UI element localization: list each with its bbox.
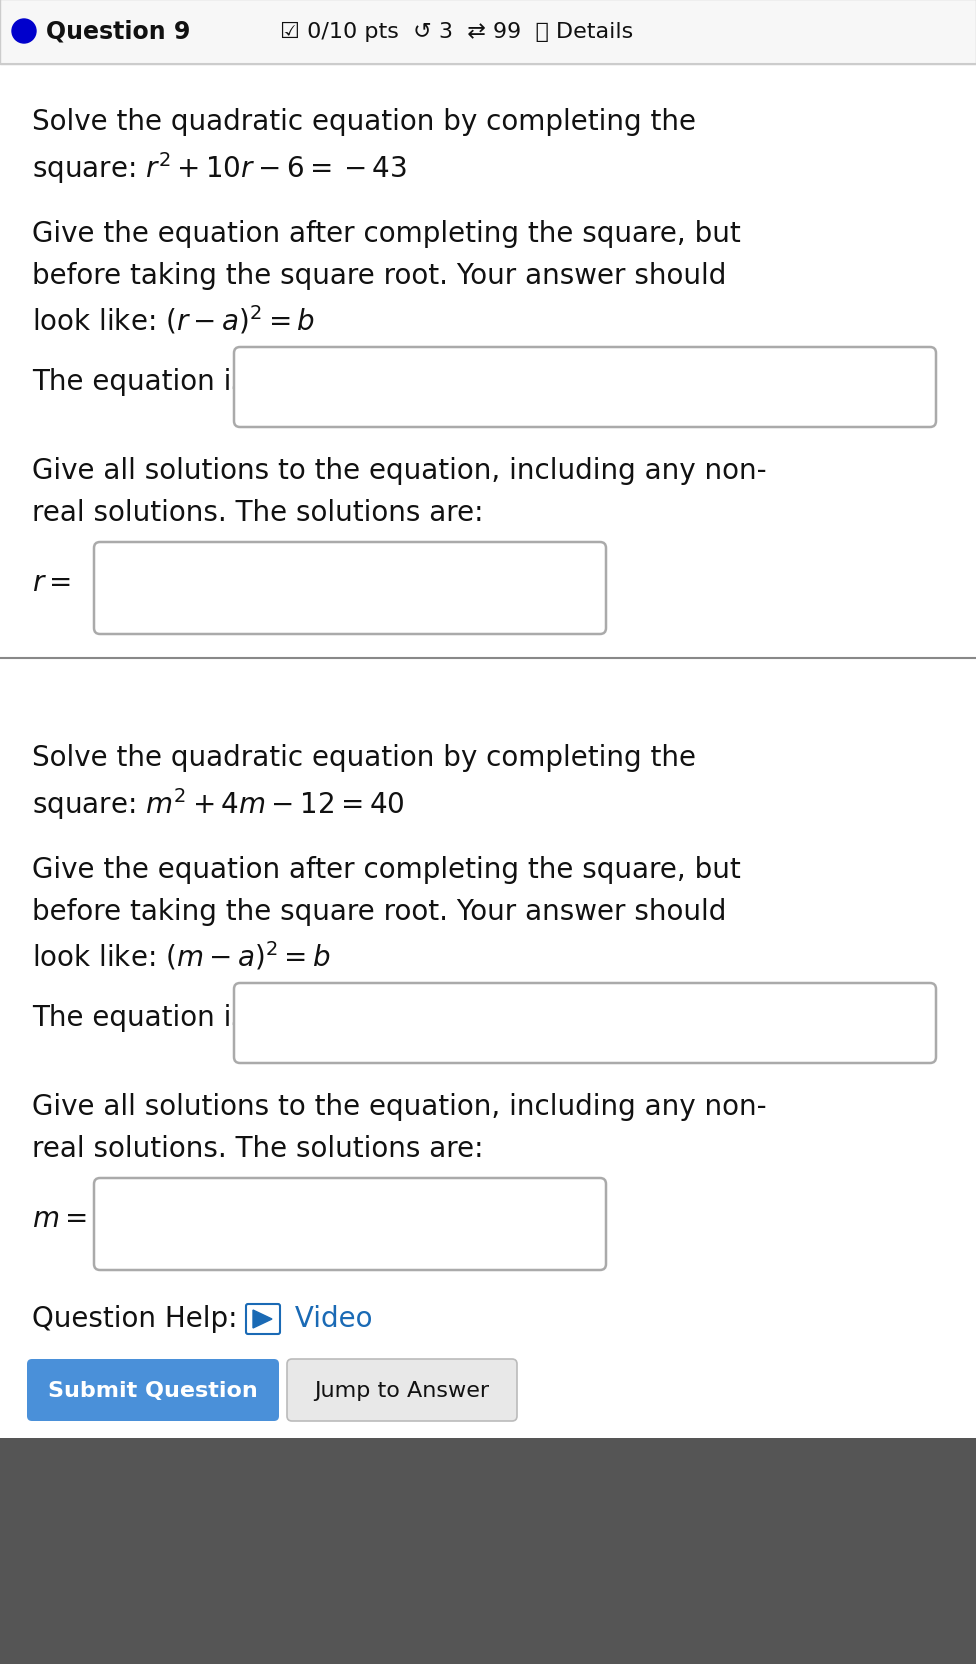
Text: Submit Question: Submit Question — [48, 1379, 258, 1399]
Circle shape — [12, 20, 36, 43]
Text: square: $m^2 + 4m - 12 = 40$: square: $m^2 + 4m - 12 = 40$ — [32, 785, 404, 822]
Text: Give the equation after completing the square, but: Give the equation after completing the s… — [32, 855, 741, 884]
FancyBboxPatch shape — [0, 1438, 976, 1664]
Text: Give all solutions to the equation, including any non-: Give all solutions to the equation, incl… — [32, 1092, 766, 1120]
FancyBboxPatch shape — [94, 1178, 606, 1270]
Text: Jump to Answer: Jump to Answer — [314, 1379, 490, 1399]
Text: The equation is:: The equation is: — [32, 368, 256, 396]
Text: before taking the square root. Your answer should: before taking the square root. Your answ… — [32, 897, 726, 925]
Text: Question 9: Question 9 — [46, 20, 190, 43]
Text: look like: $(r - a)^2 = b$: look like: $(r - a)^2 = b$ — [32, 305, 315, 336]
Text: $m =$: $m =$ — [32, 1205, 87, 1233]
Text: square: $r^2 + 10r - 6 = -43$: square: $r^2 + 10r - 6 = -43$ — [32, 150, 407, 186]
Text: $r =$: $r =$ — [32, 569, 71, 597]
Text: Question Help:: Question Help: — [32, 1305, 237, 1333]
Text: ☑ 0/10 pts  ↺ 3  ⇄ 99  ⓘ Details: ☑ 0/10 pts ↺ 3 ⇄ 99 ⓘ Details — [280, 22, 633, 42]
Text: real solutions. The solutions are:: real solutions. The solutions are: — [32, 1135, 483, 1161]
Polygon shape — [253, 1310, 272, 1328]
Text: Video: Video — [286, 1305, 373, 1333]
Text: Give the equation after completing the square, but: Give the equation after completing the s… — [32, 220, 741, 248]
FancyBboxPatch shape — [234, 983, 936, 1063]
Text: real solutions. The solutions are:: real solutions. The solutions are: — [32, 499, 483, 527]
Text: Solve the quadratic equation by completing the: Solve the quadratic equation by completi… — [32, 108, 696, 136]
FancyBboxPatch shape — [27, 1359, 279, 1421]
Text: The equation is:: The equation is: — [32, 1003, 256, 1032]
FancyBboxPatch shape — [234, 348, 936, 428]
FancyBboxPatch shape — [246, 1305, 280, 1335]
FancyBboxPatch shape — [0, 0, 976, 65]
Text: before taking the square root. Your answer should: before taking the square root. Your answ… — [32, 261, 726, 290]
FancyBboxPatch shape — [94, 542, 606, 634]
FancyBboxPatch shape — [287, 1359, 517, 1421]
Text: Solve the quadratic equation by completing the: Solve the quadratic equation by completi… — [32, 744, 696, 772]
Text: Give all solutions to the equation, including any non-: Give all solutions to the equation, incl… — [32, 456, 766, 484]
Text: look like: $(m - a)^2 = b$: look like: $(m - a)^2 = b$ — [32, 940, 331, 972]
